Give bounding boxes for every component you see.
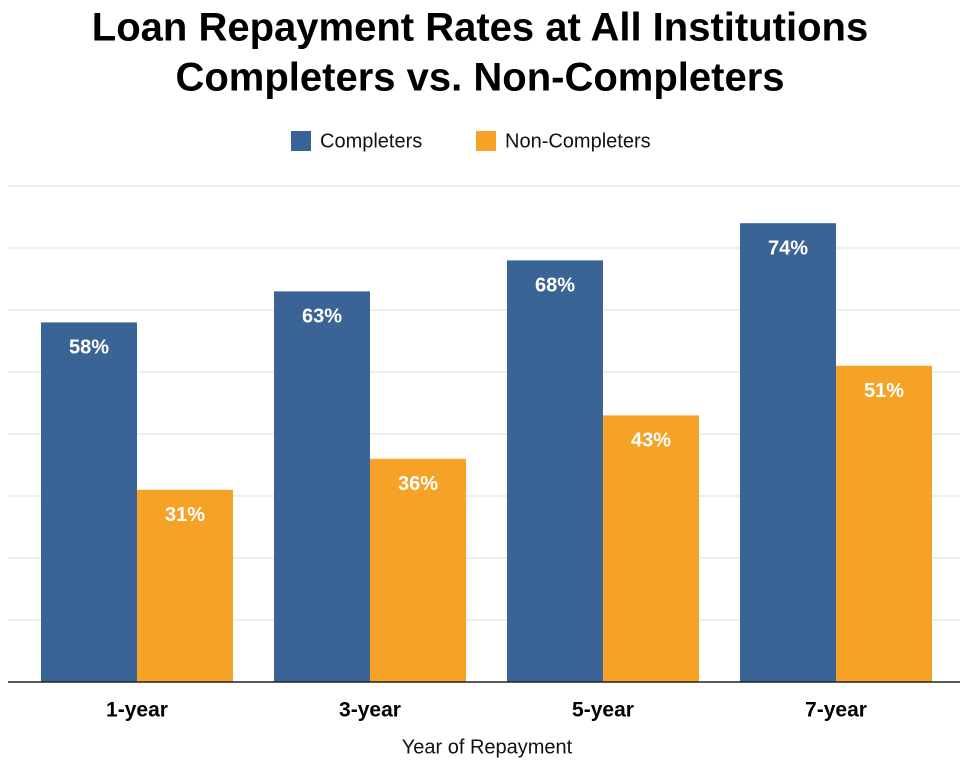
data-label: 36% [398,473,438,495]
bar [41,322,137,682]
legend-label: Completers [320,130,422,152]
data-label: 58% [69,337,109,359]
legend-label: Non-Completers [505,130,651,152]
x-tick-label: 5-year [572,699,634,722]
data-label: 43% [631,430,671,452]
x-axis-label: Year of Repayment [402,736,573,758]
legend-swatch [291,131,311,151]
bar [740,223,836,682]
data-label: 63% [302,306,342,328]
bar [137,489,233,682]
bar [274,291,370,682]
data-label: 31% [165,504,205,526]
chart-title: Loan Repayment Rates at All Institutions [92,6,868,50]
x-tick-label: 7-year [805,699,867,722]
bar [603,415,699,682]
x-tick-label: 1-year [106,699,168,722]
legend-swatch [476,131,496,151]
data-label: 68% [535,275,575,297]
data-label: 51% [864,380,904,402]
x-tick-label: 3-year [339,699,401,722]
data-label: 74% [768,237,808,259]
bar [836,365,932,682]
bar [370,458,466,682]
bar [507,260,603,682]
chart-subtitle: Completers vs. Non-Completers [175,56,784,100]
